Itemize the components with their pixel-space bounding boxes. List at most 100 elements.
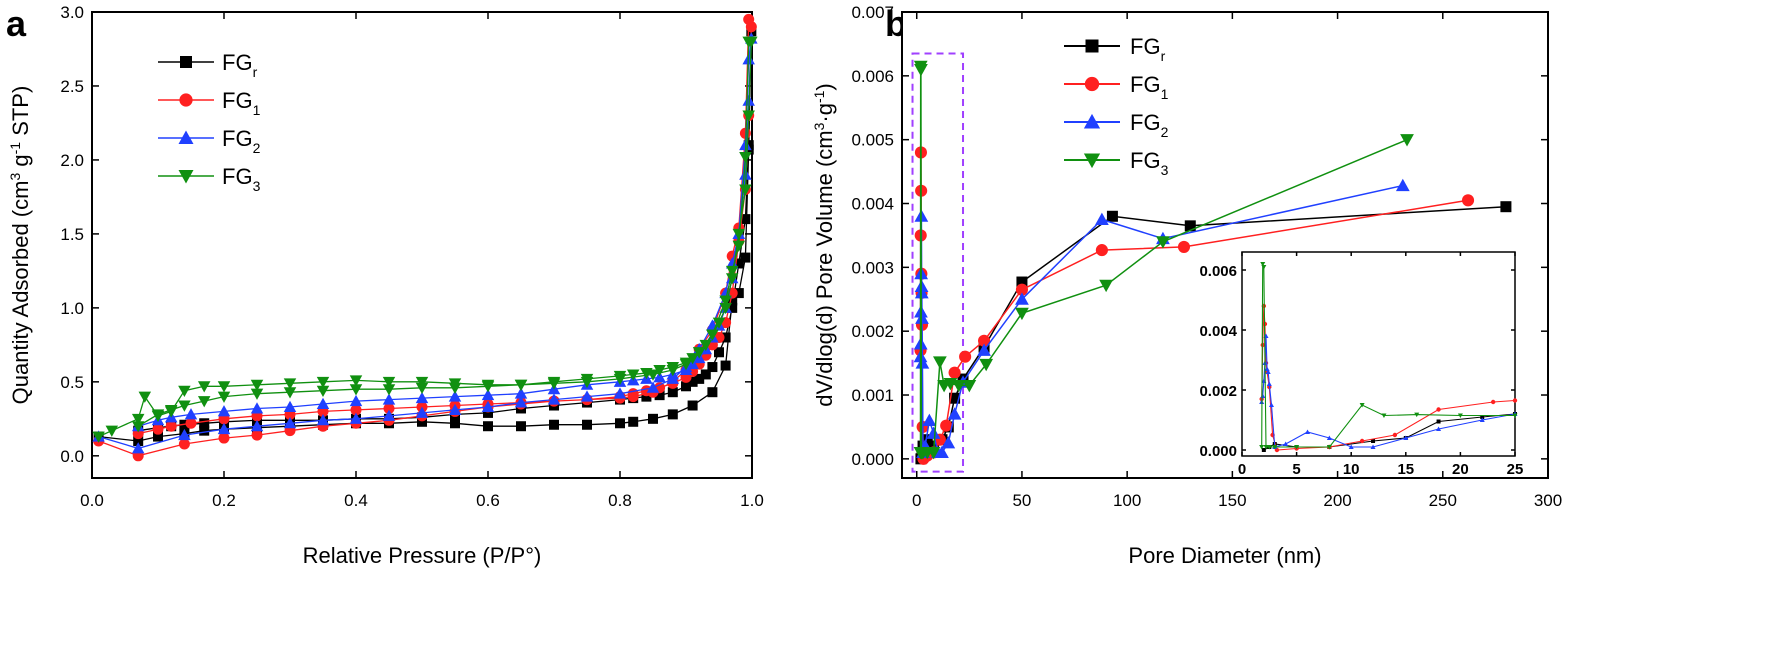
data-point-FG3	[1400, 134, 1414, 147]
y-tick-label: 0.000	[851, 450, 894, 469]
data-point-FG3	[739, 151, 752, 164]
data-point-FG3	[1099, 279, 1113, 293]
x-tick-label: 15	[1397, 461, 1414, 478]
data-point-FG3	[349, 375, 363, 387]
data-point-FG2	[448, 390, 462, 402]
data-point-FG1	[745, 21, 757, 33]
data-point-FG3	[739, 184, 752, 196]
y-axis-title: Quantity Adsorbed (cm3 g-1 STP)	[7, 86, 33, 405]
data-point-FG3	[178, 385, 191, 397]
data-point-FG2	[646, 381, 660, 393]
chart-a-adsorption-isotherm: 0.0 0.2 0.4 0.6 0.8 1.0 0.0 0.5 1.0 1.5 2.0 2.5 3.0 R…	[7, 3, 764, 568]
data-point-FGr	[740, 252, 751, 263]
data-point-FG3	[679, 357, 693, 369]
x-tick-label: 250	[1429, 491, 1457, 510]
data-point-FG2	[1266, 381, 1272, 386]
data-point-FG3	[666, 362, 680, 374]
y-tick-label: 0.0	[60, 447, 84, 466]
x-tick-label: 1.0	[740, 491, 764, 510]
data-point-FG3	[626, 369, 640, 381]
data-point-FG2	[316, 414, 330, 426]
data-point-FG2	[1305, 429, 1311, 434]
data-point-FG2	[653, 371, 666, 383]
series-line-FGr	[1263, 413, 1516, 451]
data-point-FGr	[615, 418, 625, 429]
data-point-FGr	[1261, 448, 1266, 452]
data-point-FG3	[547, 376, 561, 389]
data-point-FGr	[714, 347, 724, 358]
data-point-FG1	[627, 388, 639, 400]
data-point-FG3	[725, 273, 739, 285]
data-point-FG2	[178, 428, 191, 441]
chart-b-inset: 0 5 10 15 20 25 0.000 0.002 0.004 0.006	[1199, 251, 1524, 478]
data-point-FGr	[707, 362, 718, 373]
legend-marker	[1084, 76, 1100, 92]
y-tick-label: 0.004	[851, 195, 894, 214]
data-point-FG3	[725, 265, 739, 278]
data-point-FG2	[941, 436, 956, 449]
x-tick-label: 0.0	[80, 491, 104, 510]
data-point-FG1	[350, 404, 362, 416]
data-point-FG3	[481, 381, 495, 393]
data-point-FG3	[316, 376, 330, 389]
data-point-FG3	[1272, 445, 1278, 450]
data-point-FG3	[719, 302, 732, 315]
x-tick-label: 0.2	[212, 491, 236, 510]
data-point-FG3	[92, 431, 105, 443]
data-point-FG3	[1015, 307, 1029, 321]
legend-label: FG2	[1130, 110, 1169, 140]
legend-item-FG1: FG1	[1064, 72, 1169, 102]
y-tick-label: 0.004	[1199, 323, 1237, 340]
data-point-FG2	[547, 393, 561, 405]
data-point-FG3	[653, 365, 666, 377]
data-point-FG3	[448, 382, 462, 395]
data-point-FG1	[218, 432, 230, 444]
data-point-FG3	[962, 379, 977, 393]
data-point-FG3	[283, 387, 297, 399]
data-point-FG2	[1268, 402, 1274, 407]
data-point-FG3	[1414, 412, 1420, 418]
data-point-FG2	[448, 403, 462, 415]
data-point-FG1	[940, 419, 953, 432]
data-point-FG2	[481, 400, 495, 412]
data-point-FG1	[1436, 407, 1441, 412]
plot-frame	[1241, 251, 1516, 457]
legend-item-FGr: FGr	[1064, 34, 1166, 64]
data-point-FG2	[217, 405, 231, 417]
data-point-FGr	[921, 434, 933, 446]
data-point-FG1	[1359, 438, 1365, 444]
x-tick-label: 5	[1292, 461, 1300, 478]
data-point-FG2	[250, 402, 264, 414]
data-point-FG3	[1457, 413, 1463, 418]
data-point-FG3	[138, 391, 152, 403]
legend-marker	[1083, 153, 1101, 169]
data-point-FGr	[727, 295, 738, 306]
legend-label: FG2	[222, 126, 261, 156]
data-point-FG3	[217, 391, 231, 403]
y-tick-label: 0.005	[851, 131, 894, 150]
data-point-FG3	[197, 381, 211, 393]
data-point-FG3	[250, 388, 264, 400]
series-line-FG3	[919, 66, 1408, 454]
data-point-FG3	[742, 110, 755, 122]
data-point-FG3	[197, 396, 211, 408]
data-point-FG2	[977, 343, 991, 356]
legend-marker	[1085, 39, 1099, 53]
x-tick-label: 25	[1507, 461, 1524, 478]
legend-item-FG3: FG3	[158, 164, 261, 194]
data-point-FG2	[250, 419, 264, 432]
data-point-FG3	[131, 421, 145, 433]
data-point-FG2	[1015, 292, 1029, 305]
data-point-FG3	[951, 379, 966, 393]
data-point-FG3	[250, 379, 264, 392]
data-point-FGr	[733, 258, 744, 269]
y-tick-label: 0.001	[851, 386, 894, 405]
data-point-FGr	[1371, 439, 1376, 443]
y-tick-label: 0.007	[851, 3, 894, 22]
data-point-FGr	[516, 421, 526, 432]
data-point-FGr	[199, 425, 210, 436]
data-point-FG2	[1265, 369, 1271, 374]
data-point-FGr	[1500, 201, 1512, 213]
data-point-FG2	[283, 417, 297, 429]
